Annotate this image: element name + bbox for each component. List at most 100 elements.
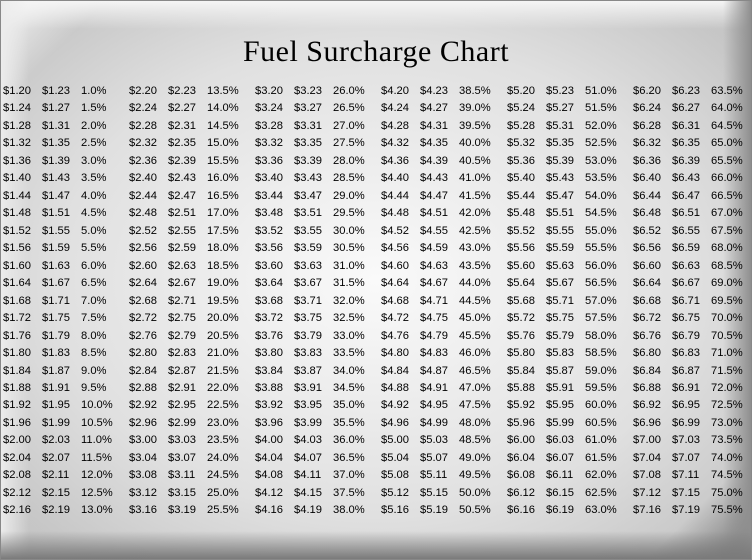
price-low: $4.28 (381, 118, 415, 135)
price-low: $6.84 (633, 363, 667, 380)
pct-value: 33.5% (333, 345, 371, 362)
pct-value: 13.0% (81, 502, 119, 519)
price-high: $3.59 (294, 240, 328, 257)
price-low: $2.00 (3, 432, 37, 449)
pct-value: 13.5% (207, 83, 245, 100)
pct-value: 4.5% (81, 205, 119, 222)
price-low: $1.96 (3, 415, 37, 432)
pct-value: 74.5% (711, 467, 749, 484)
price-high: $6.83 (672, 345, 706, 362)
price-low: $2.52 (129, 223, 163, 240)
price-low: $2.20 (129, 83, 163, 100)
table-cell: $6.48$6.5167.0% (633, 205, 749, 222)
price-high: $2.11 (42, 467, 76, 484)
price-low: $1.48 (3, 205, 37, 222)
table-cell: $7.08$7.1174.5% (633, 467, 749, 484)
price-low: $3.80 (255, 345, 289, 362)
pct-value: 9.0% (81, 363, 119, 380)
pct-value: 9.5% (81, 380, 119, 397)
table-cell: $1.92$1.9510.0% (3, 397, 119, 414)
price-low: $1.44 (3, 188, 37, 205)
price-high: $1.71 (42, 293, 76, 310)
price-high: $6.35 (672, 135, 706, 152)
table-cell: $1.48 $1.51 4.5% (3, 205, 119, 222)
pct-value: 3.5% (81, 170, 119, 187)
table-cell: $6.32$6.3565.0% (633, 135, 749, 152)
price-low: $6.24 (633, 100, 667, 117)
table-cell: $5.04$5.0749.0% (381, 450, 497, 467)
pct-value: 60.5% (585, 415, 623, 432)
price-high: $6.11 (546, 467, 580, 484)
price-low: $2.68 (129, 293, 163, 310)
table-cell: $4.84$4.8746.5% (381, 363, 497, 380)
pct-value: 39.5% (459, 118, 497, 135)
table-cell: $1.28$1.312.0% (3, 118, 119, 135)
pct-value: 40.0% (459, 135, 497, 152)
table-cell: $6.08$6.1162.0% (507, 467, 623, 484)
pct-value: 27.5% (333, 135, 371, 152)
price-low: $2.16 (3, 502, 37, 519)
pct-value: 48.5% (459, 432, 497, 449)
table-cell: $5.76$5.7958.0% (507, 328, 623, 345)
price-high: $3.39 (294, 153, 328, 170)
pct-value: 52.5% (585, 135, 623, 152)
table-cell: $4.72$4.7545.0% (381, 310, 497, 327)
price-low: $5.24 (507, 100, 541, 117)
pct-value: 64.0% (711, 100, 749, 117)
price-low: $2.80 (129, 345, 163, 362)
price-low: $5.44 (507, 188, 541, 205)
pct-value: 72.5% (711, 397, 749, 414)
table-cell: $2.08$2.1112.0% (3, 467, 119, 484)
price-high: $1.47 (42, 188, 76, 205)
table-cell: $2.56$2.5918.0% (129, 240, 245, 257)
price-high: $4.03 (294, 432, 328, 449)
price-low: $3.28 (255, 118, 289, 135)
price-high: $1.27 (42, 100, 76, 117)
table-cell: $3.80$3.8333.5% (255, 345, 371, 362)
price-low: $3.88 (255, 380, 289, 397)
pct-value: 19.0% (207, 275, 245, 292)
price-high: $4.55 (420, 223, 454, 240)
price-high: $4.27 (420, 100, 454, 117)
table-cell: $2.88$2.9122.0% (129, 380, 245, 397)
pct-value: 25.0% (207, 485, 245, 502)
price-high: $6.15 (546, 485, 580, 502)
price-high: $4.67 (420, 275, 454, 292)
pct-value: 34.5% (333, 380, 371, 397)
price-high: $2.03 (42, 432, 76, 449)
price-high: $2.75 (168, 310, 202, 327)
price-low: $7.16 (633, 502, 667, 519)
pct-value: 63.5% (711, 83, 749, 100)
price-high: $4.59 (420, 240, 454, 257)
table-cell: $7.00$7.0373.5% (633, 432, 749, 449)
price-low: $2.32 (129, 135, 163, 152)
table-cell: $2.24$2.2714.0% (129, 100, 245, 117)
pct-value: 36.5% (333, 450, 371, 467)
pct-value: 71.5% (711, 363, 749, 380)
pct-value: 21.0% (207, 345, 245, 362)
price-high: $1.51 (42, 205, 76, 222)
price-low: $2.64 (129, 275, 163, 292)
table-cell: $3.20$3.2326.0% (255, 83, 371, 100)
price-low: $6.36 (633, 153, 667, 170)
table-cell: $6.40$6.4366.0% (633, 170, 749, 187)
price-low: $4.64 (381, 275, 415, 292)
price-low: $3.32 (255, 135, 289, 152)
pct-value: 5.5% (81, 240, 119, 257)
pct-value: 5.0% (81, 223, 119, 240)
pct-value: 37.0% (333, 467, 371, 484)
price-high: $6.79 (672, 328, 706, 345)
table-cell: $3.92$3.9535.0% (255, 397, 371, 414)
price-high: $5.95 (546, 397, 580, 414)
price-high: $3.27 (294, 100, 328, 117)
pct-value: 20.0% (207, 310, 245, 327)
price-low: $6.12 (507, 485, 541, 502)
table-cell: $4.76$4.7945.5% (381, 328, 497, 345)
pct-value: 44.5% (459, 293, 497, 310)
price-low: $1.64 (3, 275, 37, 292)
price-low: $2.56 (129, 240, 163, 257)
price-low: $4.96 (381, 415, 415, 432)
price-low: $2.88 (129, 380, 163, 397)
price-high: $5.15 (420, 485, 454, 502)
bevel-bottom (1, 531, 751, 559)
